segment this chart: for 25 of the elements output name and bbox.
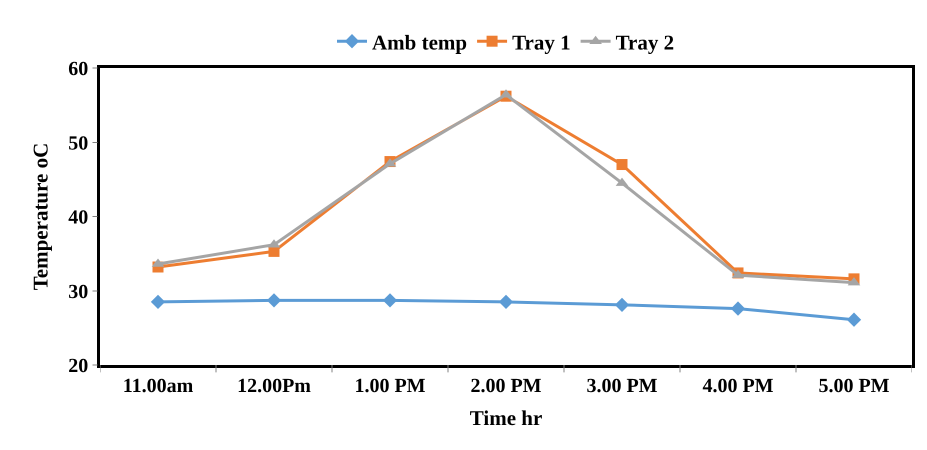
point [150,294,166,310]
point [846,312,862,327]
x-tick-label: 2.00 PM [470,374,542,397]
x-tick-label: 3.00 PM [586,374,658,397]
point [614,298,630,312]
y-tick-label: 50 [68,132,88,154]
x-tick-label: 11.00am [122,374,194,397]
y-tick-label: 20 [68,355,88,377]
legend-label: Amb temp [372,30,468,54]
x-tick-label: 5.00 PM [818,374,890,397]
y-tick-label: 30 [68,280,88,303]
x-tick-label: 4.00 PM [702,374,774,397]
y-tick-label: 40 [68,206,88,228]
point [616,159,628,170]
y-axis-title: Temperature oC [28,142,52,290]
x-tick-label: 1.00 PM [354,374,426,397]
x-axis-title: Time hr [470,406,542,430]
y-tick-label: 60 [68,58,88,80]
legend-label: Tray 2 [616,30,674,54]
legend-label: Tray 1 [512,30,571,54]
point [498,294,514,310]
point [266,293,282,308]
point [382,293,398,308]
point [730,301,746,316]
x-tick-label: 12.00Pm [237,374,312,397]
